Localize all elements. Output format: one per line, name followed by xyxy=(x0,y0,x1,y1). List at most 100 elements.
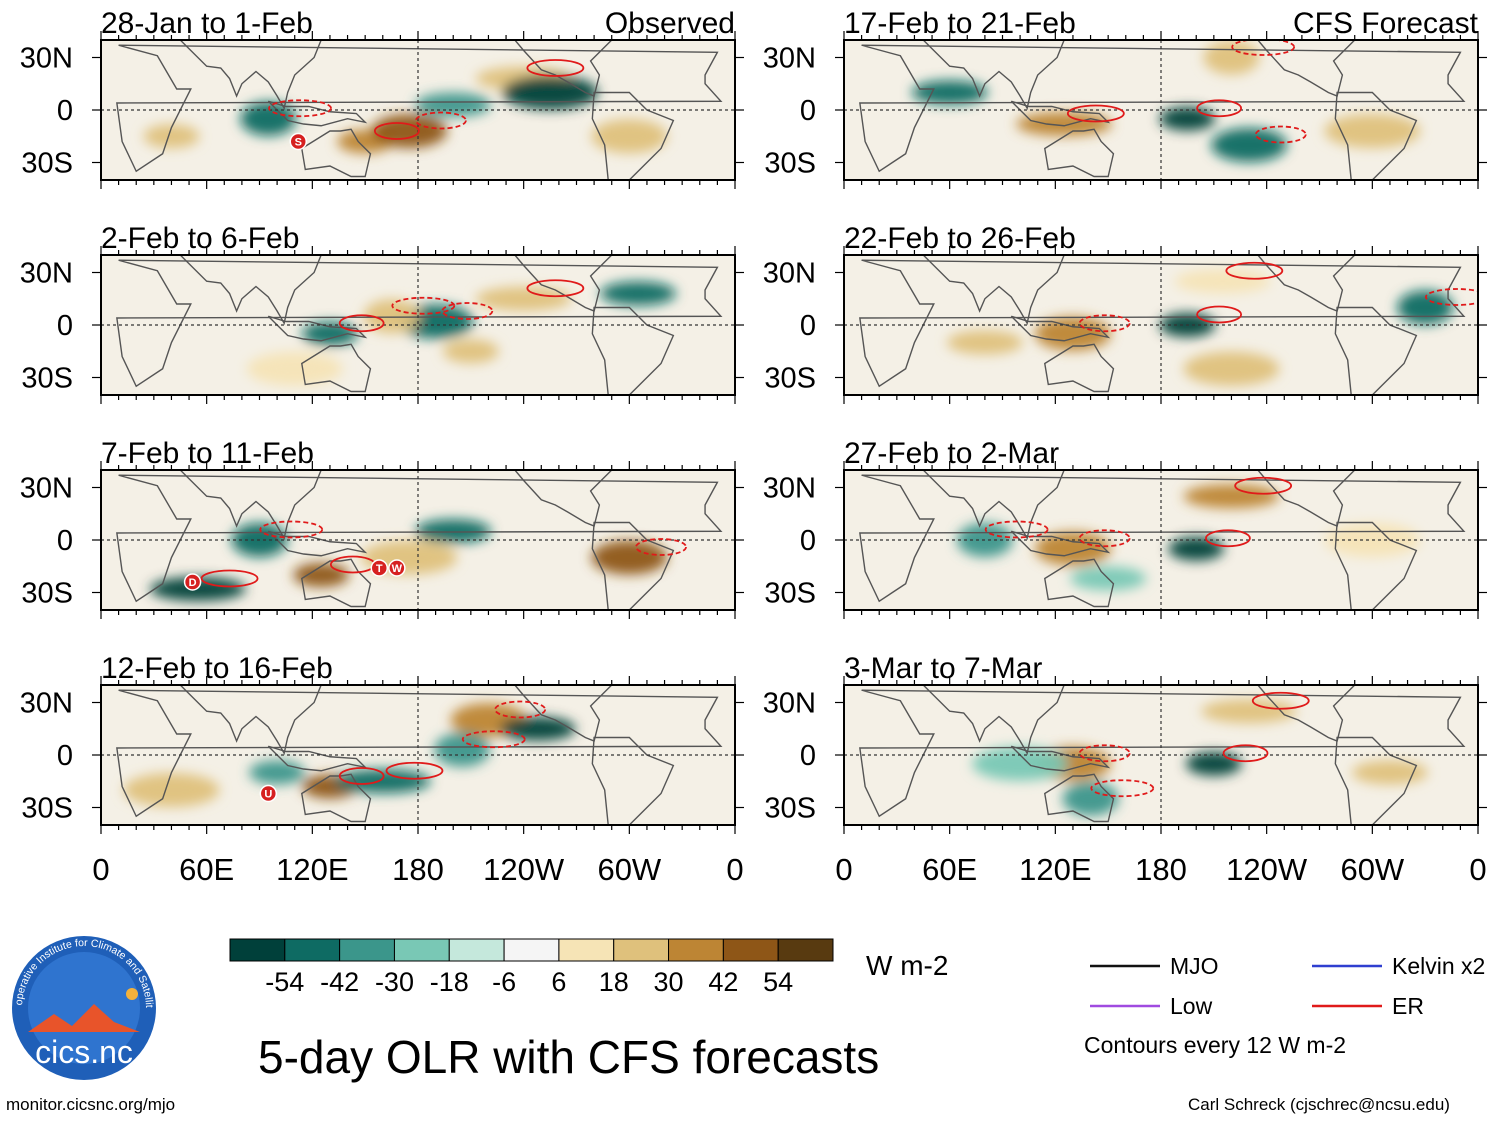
lon-label: 120E xyxy=(1019,852,1091,887)
er-contour xyxy=(1234,476,1293,495)
er-contour xyxy=(526,59,585,77)
coastline-asia xyxy=(922,470,1065,541)
olr-anomaly-blob xyxy=(1351,760,1428,785)
er-contour xyxy=(1251,691,1310,710)
lon-label: 180 xyxy=(1135,852,1187,887)
contour-note: Contours every 12 W m-2 xyxy=(1084,1032,1347,1058)
lat-label: 30N xyxy=(763,43,816,75)
lon-label: 180 xyxy=(392,852,444,887)
panel-period-title: 28-Jan to 1-Feb xyxy=(101,7,313,40)
colorbar-tick-label: 6 xyxy=(551,967,566,997)
lon-label: 60W xyxy=(597,852,661,887)
colorbar-swatch xyxy=(393,938,450,962)
lat-label: 0 xyxy=(800,740,816,772)
olr-anomaly-blob xyxy=(1324,114,1421,148)
lat-label: 30S xyxy=(764,148,816,180)
coastline-asia xyxy=(179,470,322,541)
lat-label: 0 xyxy=(800,310,816,342)
olr-anomaly-field xyxy=(911,40,1421,162)
lat-label: 30N xyxy=(763,688,816,720)
er-contour xyxy=(635,538,687,556)
colorbar-tick-label: 42 xyxy=(708,967,738,997)
lat-label: 30S xyxy=(764,578,816,610)
olr-anomaly-blob xyxy=(1211,128,1288,162)
lon-label: 120W xyxy=(1226,852,1308,887)
svg-text:S: S xyxy=(295,137,302,149)
lat-label: 30N xyxy=(20,258,73,290)
olr-anomaly-blob xyxy=(434,732,491,767)
olr-anomaly-blob xyxy=(1174,269,1271,294)
lat-label: 30S xyxy=(21,793,73,825)
coastline-australia xyxy=(1043,343,1115,393)
er-contours xyxy=(338,700,547,785)
panel-period-title: 3-Mar to 7-Mar xyxy=(844,652,1042,685)
coastline-asia xyxy=(179,255,322,326)
coastline-africa xyxy=(859,689,1466,818)
lat-label: 0 xyxy=(57,525,73,557)
map-panel-p7: 30N 0 30S 27-Feb to 2-Mar xyxy=(763,437,1487,619)
map-panel-p6: 30N 0 30S 22-Feb to 26-Feb xyxy=(763,222,1487,404)
coastline-australia xyxy=(1043,128,1115,178)
olr-anomaly-blob xyxy=(123,773,220,807)
coastline-australia xyxy=(300,343,372,393)
er-contour xyxy=(526,279,585,298)
lat-label: 30S xyxy=(21,363,73,395)
coastline-sAmerica xyxy=(591,736,675,825)
lat-label: 30N xyxy=(20,43,73,75)
er-contours xyxy=(338,279,585,333)
er-contour xyxy=(1078,314,1131,333)
colorbar: -54 -42 -30 -18 -6 6 18 30 42 54 xyxy=(229,938,834,997)
olr-anomaly-blob xyxy=(371,114,448,148)
coastline-asia xyxy=(922,685,1065,756)
map-panel-p8: 30N 0 30S 3-Mar to 7-Mar 0 60E 120E 180 120W 60W 0 xyxy=(763,652,1487,887)
legend-label-er: ER xyxy=(1392,993,1424,1019)
colorbar-swatch xyxy=(668,938,724,962)
er-contours xyxy=(1078,261,1478,333)
storm-marker-u: U xyxy=(259,784,278,803)
er-contour xyxy=(1231,40,1296,56)
olr-anomaly-blob xyxy=(442,339,499,364)
panel-period-title: 2-Feb to 6-Feb xyxy=(101,222,299,255)
coastline-asia xyxy=(179,40,322,111)
coastline-africa xyxy=(859,474,1466,603)
coastline-sAmerica xyxy=(1334,736,1418,825)
er-contour xyxy=(1066,104,1125,123)
map-panel-p3: 30N 0 30S 7-Feb to 11-Feb D T W xyxy=(20,437,744,619)
er-contour xyxy=(200,569,259,588)
er-contour xyxy=(1254,125,1307,144)
lat-label: 0 xyxy=(800,525,816,557)
colorbar-tick-label: -30 xyxy=(375,967,414,997)
figure-title: 5-day OLR with CFS forecasts xyxy=(258,1031,880,1083)
er-contours xyxy=(984,476,1293,548)
er-contour xyxy=(1196,305,1243,324)
logo-mountains xyxy=(28,1004,140,1032)
er-contour xyxy=(1078,529,1131,548)
lon-label: 60W xyxy=(1340,852,1404,887)
er-contour xyxy=(1424,288,1478,306)
svg-text:W: W xyxy=(392,563,403,575)
er-contour xyxy=(1222,744,1269,763)
olr-anomaly-blob xyxy=(246,351,343,386)
coastline-maritime xyxy=(267,100,368,127)
coastline-australia xyxy=(1043,558,1115,608)
olr-anomaly-blob xyxy=(600,281,677,306)
lat-label: 30N xyxy=(763,473,816,505)
colorbar-swatch xyxy=(777,938,834,962)
colorbar-swatch xyxy=(284,938,341,962)
coastline-nAmerica xyxy=(1256,40,1356,97)
panel-period-title: 12-Feb to 16-Feb xyxy=(101,652,333,685)
footer-url[interactable]: monitor.cicsnc.org/mjo xyxy=(6,1095,176,1114)
storm-marker-w: W xyxy=(388,559,406,577)
coastline-nAmerica xyxy=(513,40,613,97)
storm-marker-t: T xyxy=(370,559,389,577)
olr-anomaly-blob xyxy=(911,80,988,105)
colorbar-tick-label: -6 xyxy=(492,967,516,997)
coastline-nAmerica xyxy=(513,685,613,742)
olr-anomaly-blob xyxy=(1183,351,1280,386)
er-contour xyxy=(494,700,547,719)
coastline-asia xyxy=(922,255,1065,326)
olr-anomaly-blob xyxy=(1397,290,1454,325)
er-contour xyxy=(338,314,385,333)
coastline-maritime xyxy=(1010,100,1111,127)
panel-period-title: 17-Feb to 21-Feb xyxy=(844,7,1076,40)
